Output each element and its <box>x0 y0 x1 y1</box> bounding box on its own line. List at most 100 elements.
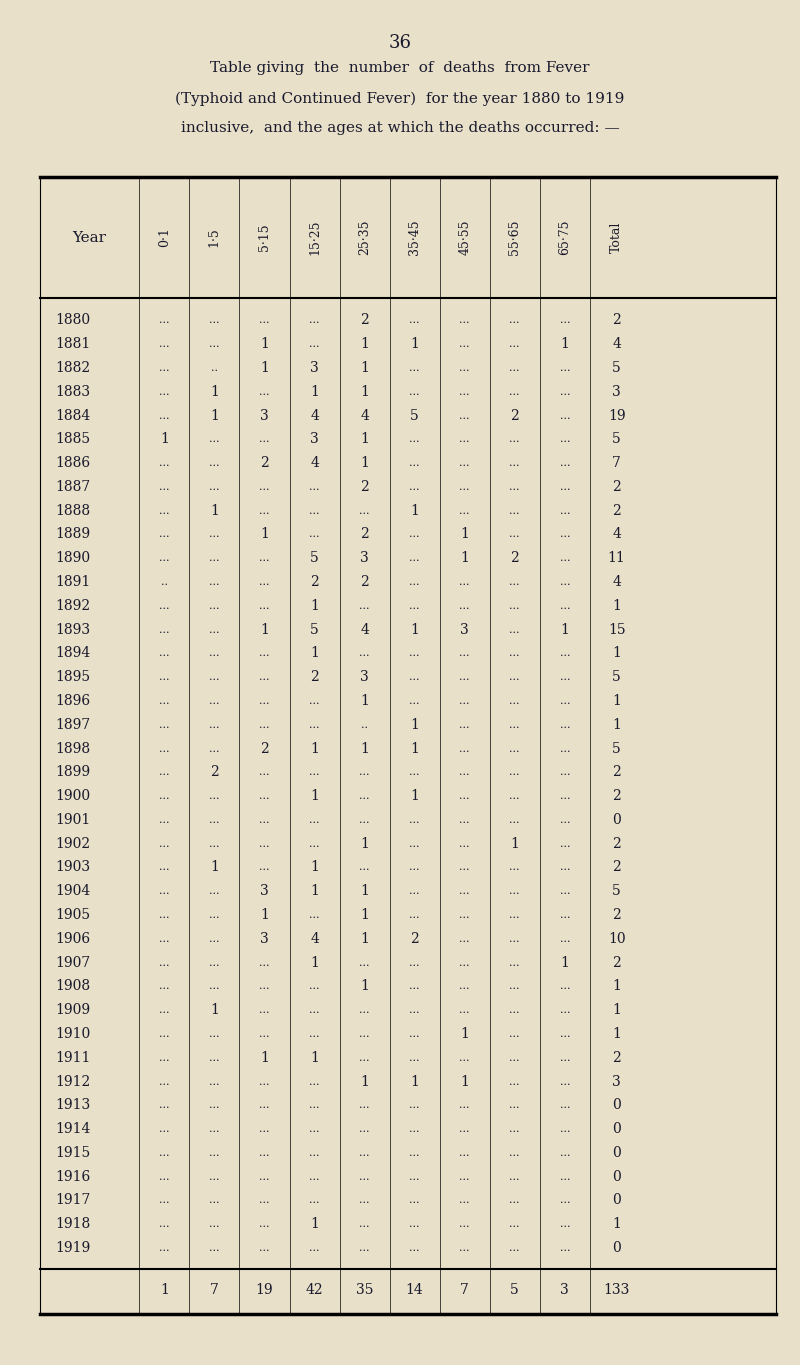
Text: 1893: 1893 <box>55 622 90 636</box>
Text: ...: ... <box>209 719 220 730</box>
Text: 1: 1 <box>360 741 369 755</box>
Text: ...: ... <box>459 601 470 610</box>
Text: 2: 2 <box>510 551 519 565</box>
Text: ..: .. <box>161 577 168 587</box>
Text: ...: ... <box>359 505 370 516</box>
Text: ...: ... <box>159 1077 170 1087</box>
Text: 1: 1 <box>310 1051 319 1065</box>
Text: 36: 36 <box>389 34 411 52</box>
Text: ...: ... <box>359 1171 370 1182</box>
Text: 1: 1 <box>410 718 419 732</box>
Text: 1911: 1911 <box>55 1051 90 1065</box>
Text: 1913: 1913 <box>55 1099 90 1112</box>
Text: 2: 2 <box>612 860 621 875</box>
Text: ...: ... <box>310 1244 320 1253</box>
Text: ...: ... <box>559 648 570 658</box>
Text: ...: ... <box>259 719 270 730</box>
Text: ...: ... <box>159 696 170 706</box>
Text: 19: 19 <box>608 408 626 423</box>
Text: ...: ... <box>209 339 220 349</box>
Text: ...: ... <box>209 1219 220 1230</box>
Text: ...: ... <box>510 1196 520 1205</box>
Text: ...: ... <box>310 719 320 730</box>
Text: 65·75: 65·75 <box>558 220 571 255</box>
Text: ...: ... <box>510 577 520 587</box>
Text: ...: ... <box>159 482 170 491</box>
Text: 1: 1 <box>360 456 369 470</box>
Text: ...: ... <box>510 1029 520 1039</box>
Text: 5: 5 <box>612 433 621 446</box>
Text: ...: ... <box>159 1148 170 1158</box>
Text: ...: ... <box>510 886 520 897</box>
Text: ...: ... <box>459 1148 470 1158</box>
Text: ...: ... <box>259 1196 270 1205</box>
Text: 1914: 1914 <box>55 1122 90 1136</box>
Text: ...: ... <box>259 577 270 587</box>
Text: 1: 1 <box>612 1003 621 1017</box>
Text: 7: 7 <box>612 456 621 470</box>
Text: 0: 0 <box>612 1170 621 1183</box>
Text: ...: ... <box>410 1196 420 1205</box>
Text: ...: ... <box>259 672 270 682</box>
Text: 1: 1 <box>260 622 269 636</box>
Text: ...: ... <box>410 482 420 491</box>
Text: 1: 1 <box>210 504 219 517</box>
Text: ...: ... <box>259 863 270 872</box>
Text: ...: ... <box>459 1196 470 1205</box>
Text: ...: ... <box>209 1052 220 1063</box>
Text: ...: ... <box>159 767 170 777</box>
Text: 11: 11 <box>608 551 626 565</box>
Text: ...: ... <box>510 719 520 730</box>
Text: 3: 3 <box>612 1074 621 1088</box>
Text: ...: ... <box>559 434 570 445</box>
Text: ...: ... <box>310 1123 320 1134</box>
Text: ...: ... <box>259 815 270 824</box>
Text: ...: ... <box>209 601 220 610</box>
Text: ...: ... <box>359 1005 370 1016</box>
Text: ...: ... <box>209 577 220 587</box>
Text: 1: 1 <box>310 741 319 755</box>
Text: ...: ... <box>559 1123 570 1134</box>
Text: ...: ... <box>159 672 170 682</box>
Text: 1: 1 <box>460 1074 469 1088</box>
Text: ...: ... <box>510 767 520 777</box>
Text: ...: ... <box>410 910 420 920</box>
Text: 1908: 1908 <box>55 979 90 994</box>
Text: 2: 2 <box>310 575 319 590</box>
Text: 2: 2 <box>310 670 319 684</box>
Text: 1900: 1900 <box>55 789 90 803</box>
Text: ...: ... <box>159 1244 170 1253</box>
Text: ...: ... <box>209 910 220 920</box>
Text: ...: ... <box>559 577 570 587</box>
Text: 1885: 1885 <box>55 433 90 446</box>
Text: ...: ... <box>259 386 270 397</box>
Text: 4: 4 <box>360 408 369 423</box>
Text: ...: ... <box>159 719 170 730</box>
Text: ...: ... <box>159 838 170 849</box>
Text: ...: ... <box>159 1005 170 1016</box>
Text: ...: ... <box>159 1219 170 1230</box>
Text: ...: ... <box>310 1171 320 1182</box>
Text: 1: 1 <box>310 885 319 898</box>
Text: ...: ... <box>410 1029 420 1039</box>
Text: ...: ... <box>159 1100 170 1110</box>
Text: 15·25: 15·25 <box>308 220 321 255</box>
Text: 2: 2 <box>612 504 621 517</box>
Text: ...: ... <box>259 1123 270 1134</box>
Text: 1: 1 <box>360 360 369 375</box>
Text: ...: ... <box>359 1052 370 1063</box>
Text: 1: 1 <box>310 647 319 661</box>
Text: Total: Total <box>610 222 623 253</box>
Text: 1897: 1897 <box>55 718 90 732</box>
Text: ...: ... <box>559 505 570 516</box>
Text: 1915: 1915 <box>55 1145 90 1160</box>
Text: ...: ... <box>209 696 220 706</box>
Text: 1: 1 <box>410 741 419 755</box>
Text: 1909: 1909 <box>55 1003 90 1017</box>
Text: ...: ... <box>510 386 520 397</box>
Text: ...: ... <box>510 625 520 635</box>
Text: 1: 1 <box>310 599 319 613</box>
Text: ...: ... <box>510 696 520 706</box>
Text: 1889: 1889 <box>55 527 90 542</box>
Text: ...: ... <box>310 815 320 824</box>
